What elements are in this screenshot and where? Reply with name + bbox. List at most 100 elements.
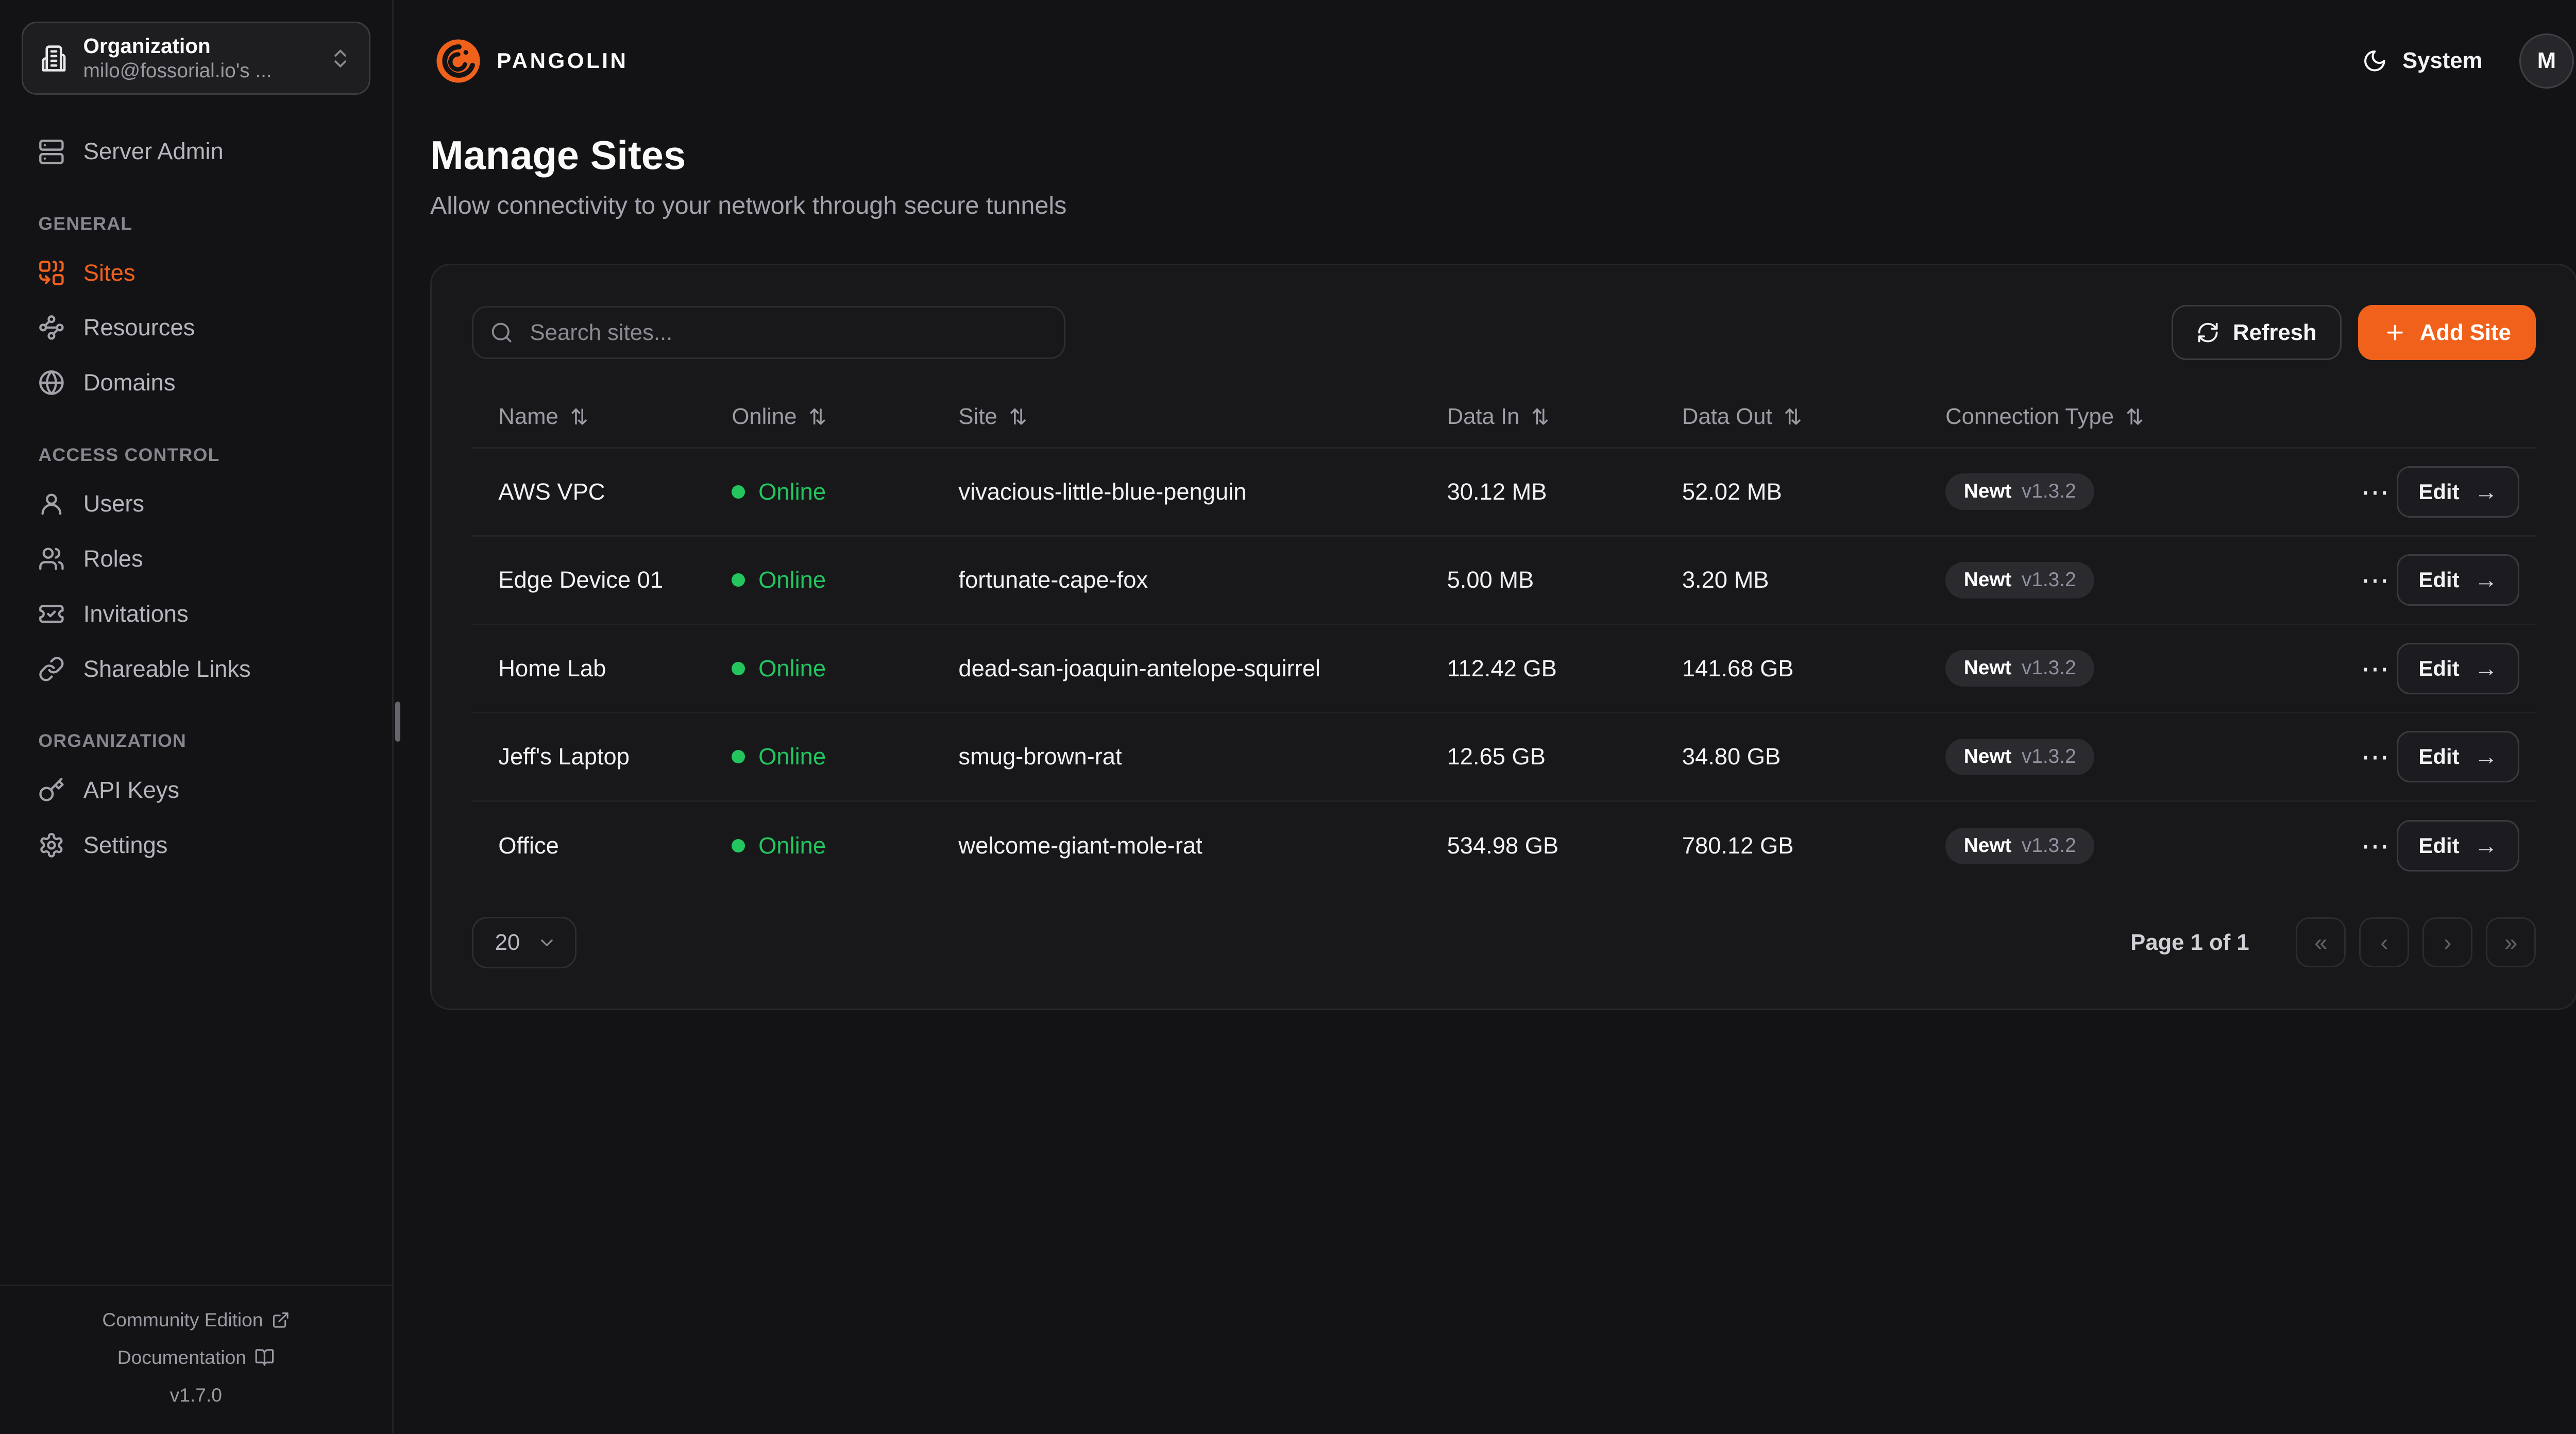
data-in-cell: 12.65 GB	[1447, 743, 1546, 770]
site-name-cell: Jeff's Laptop	[498, 743, 630, 770]
sidebar-item-domains[interactable]: Domains	[22, 356, 370, 409]
sidebar-item-shareable-links[interactable]: Shareable Links	[22, 642, 370, 696]
community-edition-link[interactable]: Community Edition	[102, 1301, 290, 1339]
sidebar-footer: Community Edition Documentation v1.7.0	[0, 1285, 392, 1433]
section-label-organization: ORGANIZATION	[38, 730, 187, 752]
site-id-cell: fortunate-cape-fox	[958, 567, 1148, 593]
avatar[interactable]: M	[2519, 33, 2574, 89]
row-menu-button[interactable]: ⋯	[2361, 741, 2389, 773]
table-row: Home Lab Online dead-san-joaquin-antelop…	[471, 625, 2536, 713]
documentation-link[interactable]: Documentation	[117, 1339, 275, 1376]
arrow-right-icon: →	[2474, 567, 2498, 593]
sidebar-item-label: Settings	[83, 831, 168, 858]
main-area: PANGOLIN System M Manage Sites Allow con…	[394, 0, 2576, 1433]
sidebar-item-api-keys[interactable]: API Keys	[22, 763, 370, 817]
table-header-row: Name ⇅ Online ⇅ Site ⇅ Data In ⇅ Data Out ⇅ C…	[471, 387, 2536, 449]
sidebar-item-users[interactable]: Users	[22, 477, 370, 531]
key-icon	[38, 777, 65, 804]
sidebar-item-invitations[interactable]: Invitations	[22, 587, 370, 641]
data-in-cell: 30.12 MB	[1447, 478, 1547, 505]
table-row: Edge Device 01 Online fortunate-cape-fox…	[471, 537, 2536, 625]
column-header-name[interactable]: Name ⇅	[498, 404, 588, 430]
page-size-select[interactable]: 20	[471, 916, 577, 969]
combine-icon	[38, 260, 65, 286]
data-in-cell: 112.42 GB	[1447, 655, 1557, 681]
online-status-cell: Online	[705, 655, 932, 682]
row-menu-button[interactable]: ⋯	[2361, 475, 2389, 508]
column-header-connection-type[interactable]: Connection Type ⇅	[1945, 404, 2144, 430]
search-input[interactable]	[527, 318, 1047, 347]
table-row: Office Online welcome-giant-mole-rat 534…	[472, 802, 2536, 891]
row-menu-button[interactable]: ⋯	[2361, 652, 2389, 685]
column-header-data-in[interactable]: Data In ⇅	[1447, 404, 1550, 430]
connection-type-badge: Newt v1.3.2	[1945, 473, 2095, 510]
connection-type-cell: Newt v1.3.2	[1919, 561, 2319, 599]
row-menu-button[interactable]: ⋯	[2361, 830, 2389, 862]
prev-page-button[interactable]: ‹	[2359, 917, 2410, 968]
arrow-right-icon: →	[2474, 478, 2498, 505]
sites-card: Refresh Add Site Name⇅ Online⇅ Site⇅ Dat…	[430, 263, 2576, 1010]
edit-button[interactable]: Edit →	[2397, 642, 2519, 694]
table-row: Jeff's Laptop Online smug-brown-rat 12.6…	[471, 713, 2536, 802]
data-out-cell: 52.02 MB	[1682, 478, 1782, 505]
section-label-general: GENERAL	[38, 213, 133, 234]
connection-type-cell: Newt v1.3.2	[1919, 473, 2319, 510]
connection-type-badge: Newt v1.3.2	[1945, 561, 2095, 599]
next-page-button[interactable]: ›	[2422, 917, 2473, 968]
theme-toggle[interactable]: System	[2362, 48, 2482, 74]
ticket-check-icon	[38, 601, 65, 627]
brand-logo-link[interactable]: PANGOLIN	[433, 36, 628, 86]
data-out-cell: 141.68 GB	[1682, 655, 1794, 681]
page-indicator: Page 1 of 1	[2130, 929, 2249, 955]
column-header-online[interactable]: Online ⇅	[732, 404, 827, 430]
first-page-button[interactable]: «	[2296, 917, 2346, 968]
page-title: Manage Sites	[430, 133, 686, 178]
chevron-down-icon	[537, 933, 557, 953]
edit-button[interactable]: Edit →	[2397, 820, 2519, 872]
edit-button[interactable]: Edit →	[2397, 554, 2519, 606]
building-icon	[40, 44, 68, 73]
sidebar-item-label: API Keys	[83, 776, 180, 803]
sidebar-item-roles[interactable]: Roles	[22, 532, 370, 586]
online-dot-icon	[732, 573, 745, 587]
edit-button[interactable]: Edit →	[2397, 731, 2519, 783]
sort-icon: ⇅	[1009, 404, 1027, 429]
waypoints-icon	[38, 314, 65, 341]
data-out-cell: 780.12 GB	[1682, 832, 1794, 859]
gear-icon	[38, 832, 65, 859]
sidebar-scrollbar-thumb[interactable]	[395, 702, 400, 742]
sidebar-item-settings[interactable]: Settings	[22, 818, 370, 872]
sidebar-item-label: Sites	[83, 259, 135, 286]
connection-type-badge: Newt v1.3.2	[1945, 650, 2095, 687]
add-site-button[interactable]: Add Site	[2358, 305, 2536, 361]
globe-icon	[38, 369, 65, 396]
site-id-cell: vivacious-little-blue-penguin	[958, 478, 1247, 505]
org-switcher-label: Organization	[83, 33, 211, 58]
sidebar-item-sites[interactable]: Sites	[22, 246, 370, 300]
brand-name: PANGOLIN	[497, 48, 629, 73]
column-header-data-out[interactable]: Data Out ⇅	[1682, 404, 1802, 430]
last-page-button[interactable]: »	[2486, 917, 2536, 968]
row-menu-button[interactable]: ⋯	[2361, 564, 2389, 596]
search-icon	[490, 321, 513, 344]
column-header-site[interactable]: Site ⇅	[958, 404, 1027, 430]
sidebar-item-server-admin[interactable]: Server Admin	[22, 125, 370, 179]
sort-icon: ⇅	[1531, 404, 1550, 429]
main-header: PANGOLIN System M	[394, 0, 2576, 89]
refresh-icon	[2196, 321, 2219, 344]
sidebar-item-label: Domains	[83, 369, 176, 396]
connection-type-badge: Newt v1.3.2	[1945, 738, 2095, 775]
sidebar-item-resources[interactable]: Resources	[22, 301, 370, 355]
online-status-cell: Online	[705, 479, 932, 505]
server-icon	[38, 139, 65, 165]
site-name-cell: Office	[498, 832, 559, 859]
edit-button[interactable]: Edit →	[2397, 466, 2519, 518]
org-switcher-value: milo@fossorial.io's ...	[83, 60, 272, 82]
connection-type-cell: Newt v1.3.2	[1919, 738, 2319, 775]
sidebar: Organization milo@fossorial.io's ... Ser…	[0, 0, 394, 1433]
data-in-cell: 5.00 MB	[1447, 567, 1534, 593]
org-switcher[interactable]: Organization milo@fossorial.io's ...	[22, 22, 370, 95]
online-status-cell: Online	[705, 832, 932, 859]
refresh-button[interactable]: Refresh	[2171, 305, 2342, 361]
